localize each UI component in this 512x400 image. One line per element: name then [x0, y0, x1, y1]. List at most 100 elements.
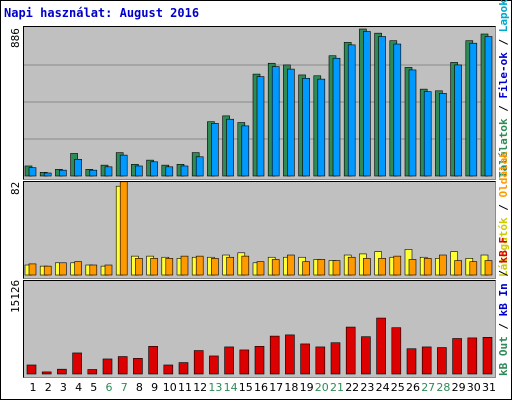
bar-middle-pages-day-12: [195, 255, 204, 276]
bar-middle-pages-day-9: [150, 258, 158, 276]
bar-bottom-kbin-day-1: [26, 364, 37, 375]
bar-bottom-kbin-day-17: [269, 335, 280, 375]
bar-top-files-day-8: [135, 165, 143, 177]
bar-bottom-kbin-day-8: [133, 358, 143, 375]
bar-top-files-day-11: [180, 165, 189, 177]
bar-top-files-day-7: [119, 154, 128, 177]
bar-middle-pages-day-29: [454, 260, 462, 276]
bar-middle-pages-day-15: [241, 255, 250, 276]
bar-bottom-kbin-day-24: [376, 317, 386, 375]
bar-top-files-day-27: [423, 91, 432, 177]
bar-bottom-kbin-day-30: [467, 337, 478, 375]
x-tick-day-25: 25: [391, 381, 405, 394]
x-tick-day-7: 7: [121, 381, 128, 394]
bar-top-files-day-10: [165, 166, 174, 177]
bar-bottom-kbin-day-31: [482, 337, 493, 375]
bar-top-files-day-21: [332, 57, 341, 177]
bar-top-files-day-2: [43, 172, 52, 177]
x-tick-day-27: 27: [421, 381, 435, 394]
x-tick-day-31: 31: [482, 381, 496, 394]
x-tick-day-17: 17: [269, 381, 283, 394]
bar-bottom-kbin-day-9: [148, 346, 158, 375]
bar-bottom-kbin-day-16: [254, 346, 265, 375]
bar-bottom-kbin-day-26: [406, 348, 417, 375]
bar-top-files-day-28: [439, 93, 447, 177]
bar-top-files-day-22: [347, 44, 356, 177]
bar-top-files-day-19: [302, 77, 310, 177]
x-tick-day-2: 2: [45, 381, 52, 394]
bar-top-files-day-31: [484, 36, 493, 177]
bar-top-files-day-26: [408, 69, 417, 177]
bar-top-files-day-9: [150, 161, 158, 177]
bar-top-files-day-5: [89, 169, 98, 177]
x-tick-day-20: 20: [315, 381, 329, 394]
x-tick-day-8: 8: [136, 381, 143, 394]
bar-top-files-day-25: [393, 43, 402, 177]
chart-title: Napi használat: August 2016: [4, 6, 200, 20]
bar-top-files-day-20: [317, 78, 326, 177]
bar-top-files-day-12: [195, 156, 204, 177]
x-tick-day-28: 28: [436, 381, 450, 394]
x-tick-day-22: 22: [345, 381, 359, 394]
x-tick-day-23: 23: [360, 381, 374, 394]
bar-top-files-day-30: [469, 42, 478, 177]
bar-middle-pages-day-7: [119, 181, 128, 276]
bar-middle-pages-day-20: [317, 259, 326, 276]
x-tick-day-6: 6: [106, 381, 113, 394]
bar-bottom-kbin-day-19: [300, 343, 310, 375]
x-tick-day-10: 10: [163, 381, 177, 394]
bar-bottom-kbin-day-25: [391, 327, 402, 375]
bar-bottom-kbin-day-7: [117, 356, 128, 375]
bar-middle-pages-day-10: [165, 258, 174, 276]
bar-middle-pages-day-23: [363, 258, 371, 276]
bar-bottom-kbin-day-21: [330, 342, 341, 375]
bar-middle-pages-day-6: [104, 264, 113, 276]
x-tick-day-13: 13: [208, 381, 222, 394]
x-tick-day-21: 21: [330, 381, 344, 394]
bar-middle-pages-day-16: [256, 261, 265, 276]
bar-middle-pages-day-4: [74, 261, 82, 276]
x-tick-day-18: 18: [284, 381, 298, 394]
bar-middle-pages-day-31: [484, 260, 493, 276]
bar-bottom-kbin-day-27: [421, 346, 432, 375]
bar-middle-pages-day-14: [226, 256, 234, 276]
x-tick-day-24: 24: [376, 381, 390, 394]
x-tick-day-11: 11: [178, 381, 192, 394]
x-tick-day-26: 26: [406, 381, 420, 394]
bar-bottom-kbin-day-4: [72, 352, 82, 375]
bar-middle-pages-day-27: [423, 258, 432, 276]
bar-bottom-kbin-day-11: [178, 362, 189, 375]
bar-middle-pages-day-5: [89, 264, 98, 276]
bar-middle-pages-day-28: [439, 254, 447, 276]
bar-bottom-kbin-day-18: [285, 334, 295, 375]
bar-middle-pages-day-19: [302, 261, 310, 276]
x-tick-day-5: 5: [90, 381, 97, 394]
bar-middle-pages-day-24: [378, 258, 386, 276]
x-tick-day-29: 29: [452, 381, 466, 394]
bar-top-files-day-15: [241, 125, 250, 177]
bar-middle-pages-day-30: [469, 261, 478, 276]
bar-bottom-kbin-day-20: [315, 346, 326, 375]
bar-bottom-kbin-day-13: [209, 355, 219, 375]
bar-top-files-day-1: [28, 167, 37, 177]
bar-top-files-day-23: [363, 31, 371, 177]
bar-middle-pages-day-2: [43, 265, 52, 276]
bar-bottom-kbin-day-14: [224, 346, 234, 375]
bar-top-files-day-24: [378, 36, 386, 177]
bar-top-files-day-18: [287, 68, 295, 177]
bar-middle-pages-day-22: [347, 256, 356, 276]
bar-bottom-kbin-day-12: [193, 350, 204, 375]
x-tick-day-15: 15: [239, 381, 253, 394]
bar-top-files-day-6: [104, 166, 113, 177]
bar-bottom-kbin-day-29: [452, 338, 462, 375]
bar-bottom-kbin-day-15: [239, 349, 250, 375]
bar-bottom-kbin-day-5: [87, 369, 98, 375]
bar-bottom-kbin-day-6: [102, 358, 113, 375]
bar-bottom-kbin-day-28: [437, 347, 447, 375]
bar-bottom-kbin-day-23: [361, 336, 371, 375]
bar-bottom-kbin-day-10: [163, 364, 174, 375]
x-tick-day-30: 30: [467, 381, 481, 394]
bar-middle-pages-day-25: [393, 255, 402, 276]
x-tick-day-1: 1: [30, 381, 37, 394]
